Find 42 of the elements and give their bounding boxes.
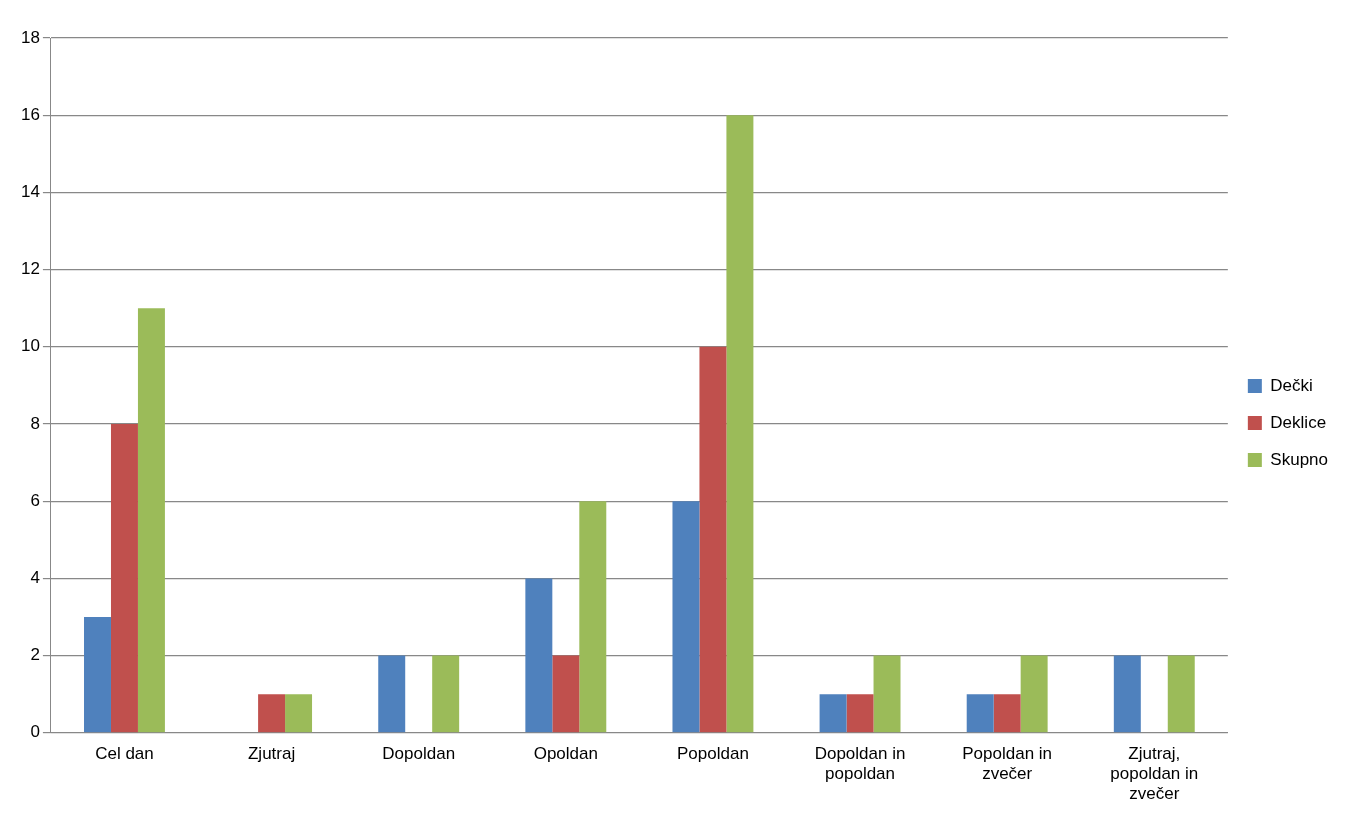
x-tick-label: Zjutraj: [247, 743, 296, 763]
x-tick-label: Dopoldan in popoldan: [814, 743, 906, 784]
y-tick-label: 0: [30, 722, 40, 742]
y-tick-label: 16: [20, 104, 40, 124]
bar: [110, 424, 138, 733]
legend-label: Deklice: [1270, 412, 1327, 432]
bar: [819, 694, 847, 733]
bar: [84, 617, 111, 733]
bar: [672, 501, 700, 733]
bar: [1020, 655, 1048, 733]
x-tick-label: Cel dan: [95, 743, 154, 763]
x-tick-label: Popoldan: [677, 743, 749, 763]
y-tick-label: 10: [20, 336, 40, 356]
x-tick-label: Zjutraj, popoldan in zvečer: [1110, 743, 1199, 804]
y-tick-label: 18: [20, 27, 40, 47]
y-tick-label: 4: [30, 568, 40, 588]
y-tick-label: 2: [30, 645, 40, 665]
y-tick-label: 6: [30, 490, 40, 510]
bar: [873, 655, 901, 733]
y-tick-label: 8: [30, 413, 40, 433]
bar: [285, 694, 313, 733]
y-tick-label: 12: [20, 259, 40, 279]
x-tick-label: Dopoldan: [382, 743, 456, 763]
bar: [378, 655, 406, 733]
bar: [993, 694, 1021, 733]
bar: [846, 694, 874, 733]
y-tick-label: 14: [20, 182, 40, 202]
legend-label: Dečki: [1270, 375, 1313, 395]
bar: [726, 115, 754, 733]
bar: [579, 501, 607, 733]
bar: [258, 694, 286, 733]
bar: [1167, 655, 1195, 733]
bar: [966, 694, 994, 733]
x-tick-label: Popoldan in zvečer: [962, 743, 1053, 784]
bar: [1113, 655, 1141, 733]
bar: [699, 346, 727, 733]
bar: [137, 308, 165, 733]
x-tick-label: Opoldan: [533, 743, 598, 763]
bar: [432, 655, 460, 733]
bar: [552, 655, 580, 733]
bar: [525, 578, 553, 733]
legend-label: Skupno: [1270, 449, 1329, 469]
